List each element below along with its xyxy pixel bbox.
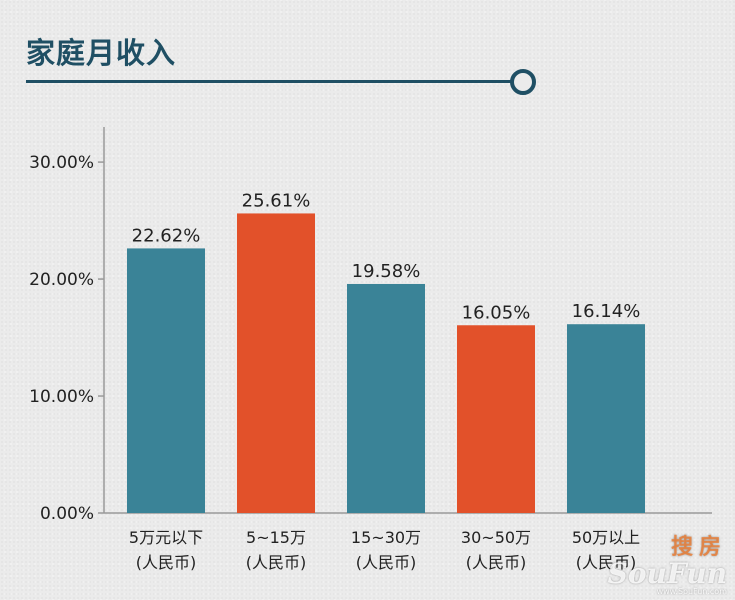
page-title: 家庭月收入 — [26, 36, 177, 70]
chart-axes: 0.00% 10.00% 20.00% 30.00% — [29, 127, 712, 524]
x-category-label: 5~15万(人民币) — [246, 528, 307, 572]
title-underline — [26, 80, 514, 83]
bar — [127, 248, 205, 513]
bar — [567, 324, 645, 513]
watermark-cn: 搜房 — [670, 535, 727, 560]
bar-value-label: 22.62% — [132, 225, 201, 246]
x-category-label: 5万元以下(人民币) — [129, 528, 203, 572]
header: 家庭月收入 — [0, 0, 735, 100]
bar-value-label: 25.61% — [242, 190, 311, 211]
x-category-label: 50万以上(人民币) — [572, 528, 640, 572]
y-tick-label: 10.00% — [29, 387, 94, 407]
y-tick-label: 30.00% — [29, 153, 94, 173]
y-tick-label: 20.00% — [29, 270, 94, 290]
bar-value-label: 16.05% — [462, 302, 531, 323]
chart-labels: 22.62% 5万元以下(人民币) 25.61% 5~15万(人民币) 19.58% 15… — [129, 190, 640, 572]
y-tick-label: 0.00% — [40, 504, 94, 524]
bar-value-label: 19.58% — [352, 261, 421, 282]
x-category-label: 15~30万(人民币) — [351, 528, 421, 572]
bar — [347, 283, 425, 513]
x-category-label: 30~50万(人民币) — [461, 528, 531, 572]
bar-value-label: 16.14% — [572, 301, 641, 322]
chart-bars — [127, 213, 645, 513]
watermark-en: SouFun — [607, 557, 727, 590]
bar — [457, 325, 535, 513]
watermark-url: www.SouFun.com — [656, 587, 727, 596]
bar — [237, 213, 315, 513]
soufun-watermark: 搜房 SouFun www.SouFun.com — [608, 529, 727, 596]
title-underline-end-circle — [510, 69, 536, 95]
